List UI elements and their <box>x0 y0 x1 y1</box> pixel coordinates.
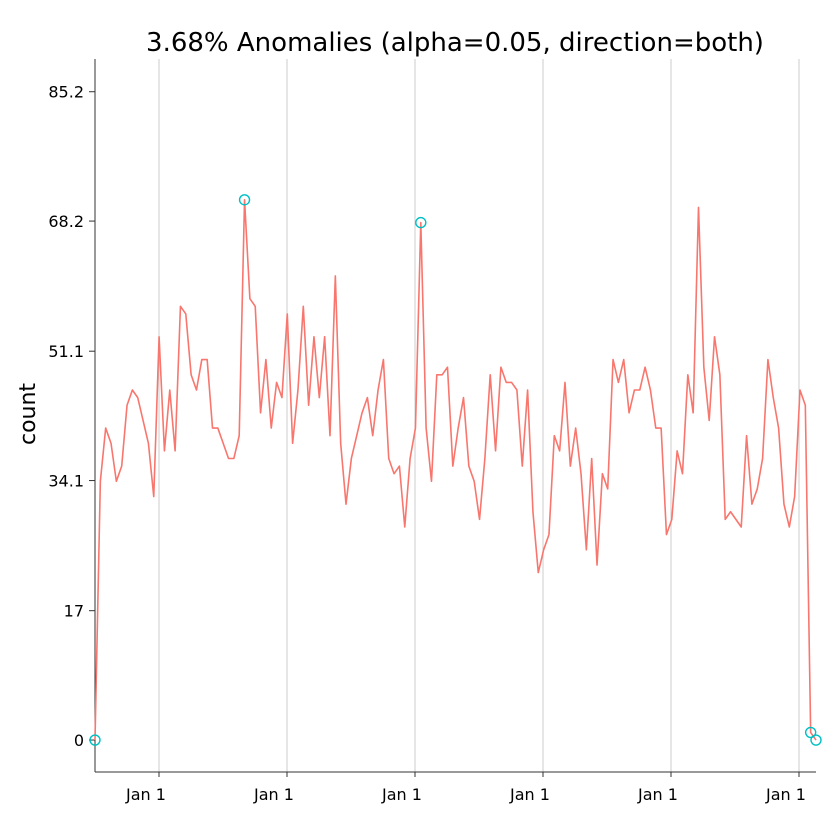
x-tick-label: Jan 1 <box>637 785 678 804</box>
y-tick-label: 17 <box>64 602 84 621</box>
x-tick-label: Jan 1 <box>381 785 422 804</box>
y-tick-label: 0 <box>74 731 84 750</box>
anomaly-point <box>89 734 101 746</box>
y-axis-label: count <box>16 383 41 445</box>
plot-area: Jan 1 Jan 1 Jan 1 Jan 1 Jan 1 Jan 1 0 17 34.1 51.… <box>48 59 822 804</box>
y-tick-label: 51.1 <box>48 342 84 361</box>
x-tick-label: Jan 1 <box>509 785 550 804</box>
anomaly-point <box>810 734 822 746</box>
y-tick-label: 34.1 <box>48 472 84 491</box>
series-line <box>94 198 817 741</box>
x-tick-label: Jan 1 <box>765 785 806 804</box>
anomaly-point <box>804 726 817 739</box>
y-tick-label: 85.2 <box>48 83 84 102</box>
x-tick-label: Jan 1 <box>125 785 166 804</box>
anomaly-point <box>415 216 427 229</box>
y-tick-label: 68.2 <box>48 212 84 231</box>
chart-title: 3.68% Anomalies (alpha=0.05, direction=b… <box>146 28 764 58</box>
anomaly-point <box>238 194 251 206</box>
x-tick-label: Jan 1 <box>253 785 294 804</box>
